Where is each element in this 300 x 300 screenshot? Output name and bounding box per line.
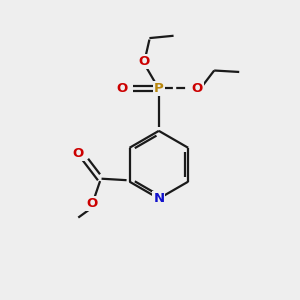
- Text: O: O: [72, 147, 84, 160]
- Text: O: O: [139, 55, 150, 68]
- Text: O: O: [86, 197, 98, 210]
- Text: P: P: [154, 82, 164, 95]
- Text: N: N: [153, 192, 164, 205]
- Text: O: O: [116, 82, 128, 95]
- Text: O: O: [191, 82, 203, 95]
